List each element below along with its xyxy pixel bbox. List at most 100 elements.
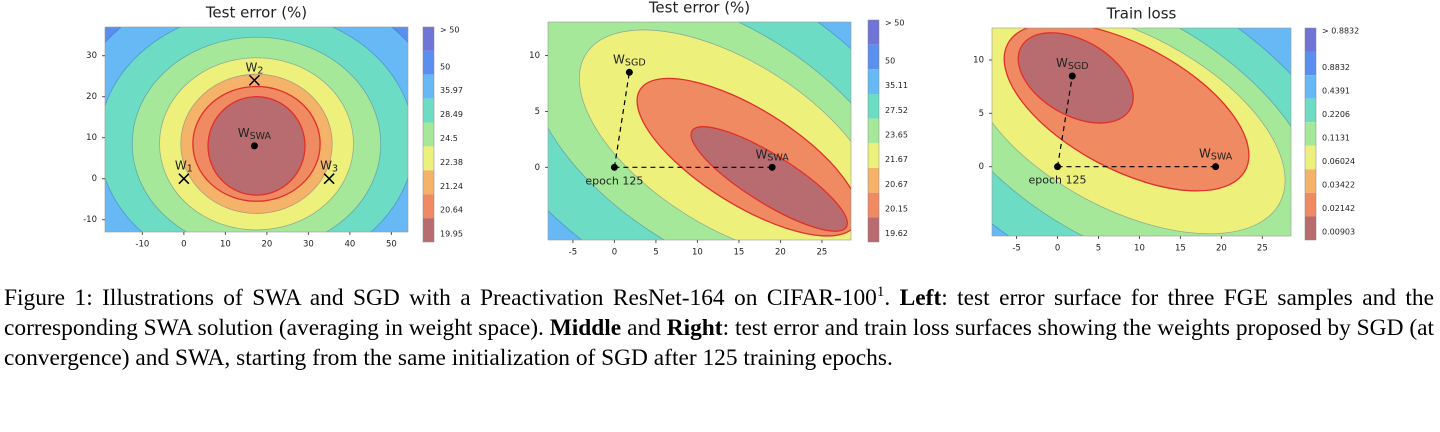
colorbar-bin bbox=[1305, 28, 1316, 52]
sample-marker bbox=[178, 173, 190, 185]
colorbar-bin bbox=[868, 217, 879, 242]
x-tick-label: 5 bbox=[653, 248, 658, 258]
point-label: WSWA bbox=[1199, 146, 1233, 162]
plot-frame bbox=[991, 27, 1292, 237]
point-label: WSWA bbox=[238, 125, 272, 141]
colorbar-label: 35.97 bbox=[440, 86, 463, 95]
x-tick-label: 0 bbox=[612, 248, 617, 258]
colorbar-label: 50 bbox=[885, 57, 895, 66]
colorbar-label: 21.67 bbox=[885, 155, 908, 164]
contour-region bbox=[690, 126, 848, 232]
y-tick-label: 30 bbox=[86, 51, 97, 61]
colorbar-label: 20.15 bbox=[885, 205, 908, 214]
point-name: W bbox=[238, 125, 250, 139]
point-marker bbox=[610, 163, 618, 171]
trajectory bbox=[1056, 75, 1073, 167]
point-name: W bbox=[245, 60, 257, 74]
colorbar-label: 21.24 bbox=[440, 182, 463, 191]
y-tick-label: 10 bbox=[973, 56, 984, 66]
y-tick-label: 10 bbox=[86, 133, 97, 143]
x-tick-label: 20 bbox=[775, 248, 786, 258]
panel: Train loss -5 0 5 10 15 20 25 0 5 10 > 0.8832 0.8832… bbox=[973, 5, 1359, 254]
contour-region bbox=[1017, 32, 1134, 124]
panel: Test error (%) -10 0 10 20 30 40 50 -10 0 10 20 30 > … bbox=[83, 4, 463, 250]
y-tick-label: -10 bbox=[83, 215, 97, 225]
colorbar-bin bbox=[1305, 122, 1316, 146]
point-name: W bbox=[755, 147, 767, 161]
x-tick-label: 50 bbox=[386, 240, 397, 250]
colorbar-bin bbox=[1305, 51, 1316, 76]
colorbar-label: 35.11 bbox=[885, 81, 908, 90]
y-tick-label: 10 bbox=[529, 51, 540, 61]
colorbar-bin bbox=[1305, 216, 1316, 240]
point-name: W bbox=[175, 158, 187, 172]
x-tick-label: 40 bbox=[344, 240, 355, 250]
colorbar-label: 20.64 bbox=[440, 206, 463, 215]
y-tick-label: 0 bbox=[979, 162, 984, 172]
colorbar-bin bbox=[423, 98, 434, 123]
colorbar-bin bbox=[868, 118, 879, 144]
colorbar-bin bbox=[868, 143, 879, 168]
colorbar-frame bbox=[867, 19, 880, 243]
colorbar-label: 0.8832 bbox=[1322, 63, 1350, 72]
colorbar-bin bbox=[868, 192, 879, 218]
x-tick-label: 25 bbox=[817, 248, 828, 258]
contours bbox=[992, 28, 1291, 236]
point-subscript: 1 bbox=[187, 163, 193, 174]
point-marker bbox=[1054, 163, 1062, 171]
y-tick-label: 0 bbox=[535, 163, 540, 173]
point-label: W1 bbox=[175, 158, 193, 174]
point-marker bbox=[1068, 72, 1076, 80]
x-tick-label: 30 bbox=[303, 240, 314, 250]
caption-middle: Middle bbox=[549, 315, 622, 341]
colorbar-bin bbox=[1305, 192, 1316, 217]
colorbar-label: 50 bbox=[440, 62, 450, 71]
colorbar-bin bbox=[423, 146, 434, 171]
x-tick-label: 15 bbox=[1175, 244, 1186, 254]
point-label: WSWA bbox=[755, 147, 789, 163]
colorbar-label: 0.00903 bbox=[1322, 228, 1355, 237]
caption-text: and bbox=[627, 315, 661, 341]
colorbar-bin bbox=[868, 69, 879, 94]
point-name: W bbox=[1199, 146, 1211, 160]
caption-left: Left bbox=[899, 285, 942, 311]
y-tick-label: 0 bbox=[92, 174, 97, 184]
colorbar-bin bbox=[868, 94, 879, 119]
plot-title: Train loss bbox=[1106, 5, 1177, 23]
x-tick-label: 10 bbox=[1134, 244, 1145, 254]
point-label: W3 bbox=[320, 158, 338, 174]
caption-text: : test error surface for three FGE sampl… bbox=[4, 285, 1434, 341]
colorbar-label: 28.49 bbox=[440, 110, 463, 119]
x-tick-label: 15 bbox=[734, 248, 745, 258]
colorbar-bin bbox=[868, 20, 879, 45]
colorbar-label: 0.03422 bbox=[1322, 181, 1355, 190]
colorbar-bin bbox=[423, 218, 434, 242]
colorbar-label: > 0.8832 bbox=[1322, 27, 1359, 36]
colorbar-label: > 50 bbox=[885, 19, 904, 28]
footnote: 1 bbox=[876, 284, 885, 301]
point-subscript: 2 bbox=[257, 65, 263, 76]
trajectory bbox=[613, 72, 630, 168]
x-tick-label: 0 bbox=[1055, 244, 1060, 254]
colorbar-bin bbox=[423, 74, 434, 99]
colorbar-bin bbox=[868, 168, 879, 193]
colorbar-label: 0.02142 bbox=[1322, 204, 1355, 213]
colorbar-label: 19.62 bbox=[885, 229, 908, 238]
plot-frame bbox=[547, 21, 852, 241]
colorbar-frame bbox=[1304, 27, 1317, 241]
caption-right: Right bbox=[666, 315, 723, 341]
point-subscript: SWA bbox=[250, 130, 272, 141]
caption-sep: . bbox=[884, 285, 891, 311]
point-label: epoch 125 bbox=[585, 174, 643, 187]
point-label: W2 bbox=[245, 60, 263, 76]
x-tick-label: 5 bbox=[1096, 244, 1101, 254]
y-tick-label: 5 bbox=[979, 109, 984, 119]
colorbar-label: > 50 bbox=[440, 26, 459, 35]
point-name: W bbox=[320, 158, 332, 172]
point-name: W bbox=[613, 52, 625, 66]
point-label: WSGD bbox=[613, 52, 646, 68]
x-tick-label: 10 bbox=[692, 248, 703, 258]
y-tick-label: 20 bbox=[86, 92, 97, 102]
caption-text: : test error and train loss surfaces sho… bbox=[4, 315, 1434, 371]
colorbar-bin bbox=[423, 122, 434, 147]
